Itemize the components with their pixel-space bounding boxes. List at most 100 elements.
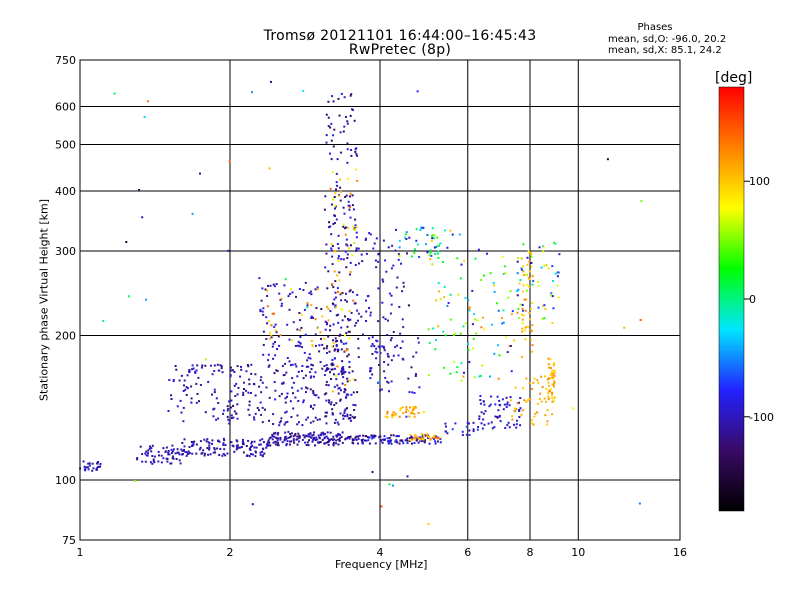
echo-point [339,398,342,401]
echo-point [91,462,94,465]
echo-point [292,438,295,441]
echo-point [396,276,399,279]
echo-point [339,412,342,415]
echo-point [195,382,198,385]
echo-point [284,411,287,414]
echo-point [521,303,524,306]
echo-point [346,407,348,410]
echo-point [285,444,288,447]
echo-point [290,432,293,435]
echo-point [311,343,314,346]
echo-point [402,281,405,284]
echo-point [199,172,201,175]
echo-point [365,320,367,322]
echo-point [334,348,337,351]
echo-point [277,431,280,434]
echo-point [467,422,470,425]
echo-point [380,505,383,508]
echo-point [313,431,315,434]
echo-point [361,441,364,444]
echo-point [476,428,479,431]
echo-point [326,305,329,308]
echo-point [506,351,509,354]
echo-point [298,421,300,424]
echo-point [258,385,261,388]
echo-point [428,435,431,438]
echo-point [339,178,342,181]
echo-point [268,419,270,422]
echo-point [422,438,425,441]
echo-point [389,440,392,443]
echo-point [521,307,524,310]
echo-point [331,302,334,305]
echo-point [379,440,382,443]
echo-point [249,447,252,450]
echo-point [274,431,277,434]
echo-point [333,250,336,253]
echo-point [404,439,407,442]
echo-point [315,436,318,439]
x-tick-label: 1 [77,546,84,559]
echo-point [186,374,189,377]
echo-point [427,522,430,525]
echo-point [340,348,343,351]
echo-point [321,315,324,318]
echo-point [331,203,333,206]
echo-point [472,428,475,431]
echo-point [554,272,557,275]
echo-point [551,413,554,416]
echo-point [337,392,340,395]
echo-point [354,218,357,221]
echo-point [333,441,335,444]
echo-point [172,457,175,460]
echo-point [327,384,330,387]
echo-point [336,350,339,353]
echo-point [454,332,457,335]
echo-point [355,231,358,234]
echo-point [240,365,242,368]
echo-point [498,403,501,406]
echo-point [274,341,276,343]
echo-point [230,366,232,369]
echo-point [323,393,326,396]
echo-point [408,391,411,394]
echo-point [178,453,181,456]
echo-point [453,361,456,363]
echo-point [321,438,324,441]
echo-point [471,323,474,326]
echo-point [416,90,419,93]
echo-point [205,358,207,361]
echo-point [337,290,339,293]
echo-point [330,363,333,366]
echo-point [349,435,352,438]
echo-point [229,375,232,378]
echo-point [341,382,344,385]
echo-point [178,459,181,462]
echo-point [433,237,436,240]
echo-point [390,434,393,437]
echo-point [217,439,220,442]
echo-point [222,442,225,445]
echo-point [459,277,462,280]
echo-point [435,245,438,248]
echo-point [237,386,240,389]
echo-point [343,350,346,353]
echo-point [429,437,432,440]
echo-point [232,369,234,372]
echo-point [528,260,531,263]
echo-point [336,434,339,437]
echo-point [303,308,306,311]
echo-point [297,370,300,373]
echo-point [398,442,401,445]
echo-point [345,332,348,335]
echo-point [325,252,328,255]
echo-point [571,407,574,410]
echo-point [405,408,408,411]
echo-point [392,434,395,437]
echo-point [513,423,515,426]
echo-point [174,365,177,367]
echo-point [268,396,271,399]
echo-point [296,438,299,441]
echo-point [247,408,250,411]
echo-point [365,310,368,313]
